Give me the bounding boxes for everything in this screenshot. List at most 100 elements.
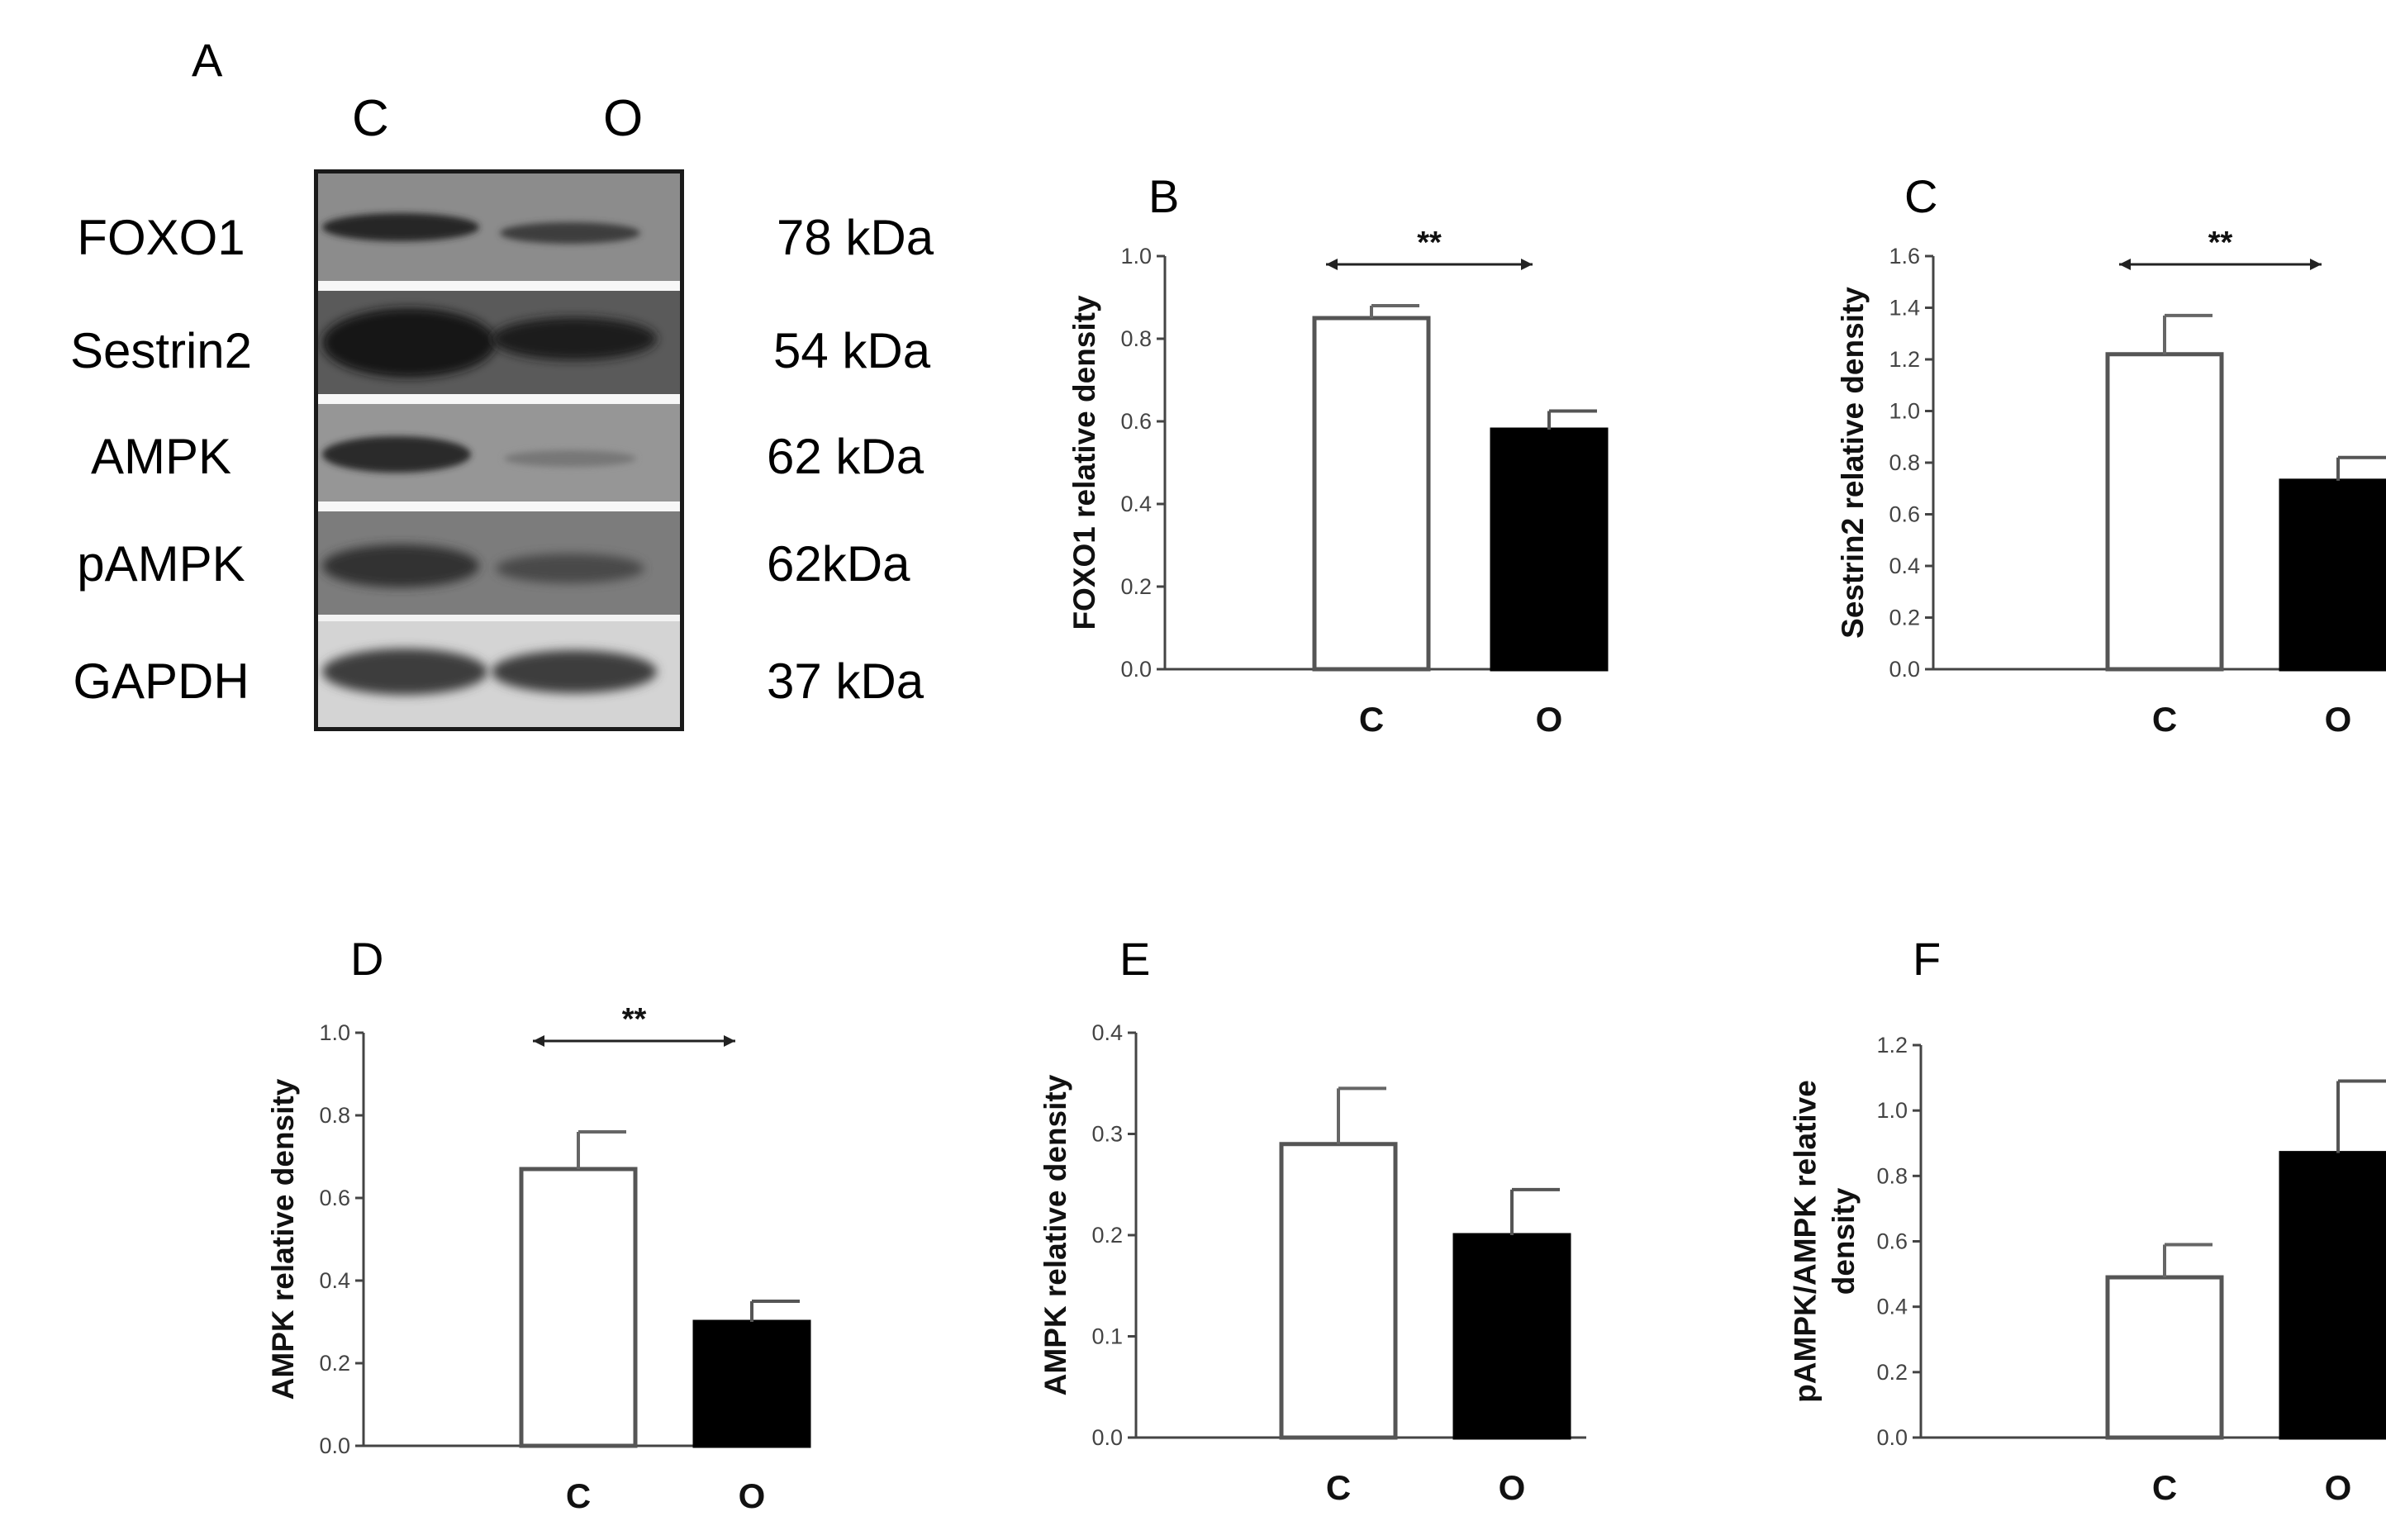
y-tick-label: 0.0 bbox=[1876, 1425, 1908, 1450]
significance-arrow-left bbox=[1326, 259, 1338, 270]
blot-label-pampk: pAMPK bbox=[77, 536, 245, 592]
y-axis-label: AMPK relative density bbox=[266, 1078, 300, 1400]
band-ampk-o bbox=[504, 450, 636, 467]
western-blot-image bbox=[314, 169, 684, 731]
significance-marker: ** bbox=[1417, 226, 1442, 260]
bar-c bbox=[1279, 1142, 1398, 1440]
x-category-label: C bbox=[2152, 1468, 2177, 1507]
x-category-label: C bbox=[1359, 700, 1384, 739]
y-tick-label: 1.0 bbox=[319, 1020, 350, 1045]
blot-mw-gapdh: 37 kDa bbox=[767, 654, 924, 709]
bar-o bbox=[2279, 478, 2386, 672]
significance-arrow-right bbox=[1521, 259, 1533, 270]
band-foxo1-c bbox=[322, 213, 479, 241]
y-tick-label: 1.6 bbox=[1889, 244, 1920, 269]
band-sestrin2-c bbox=[322, 308, 496, 378]
y-tick-label: 1.0 bbox=[1876, 1098, 1908, 1123]
chart-body: 0.0 0.2 0.4 0.6 0.8 1.0 C O ** FOXO1 relative den… bbox=[1067, 226, 1609, 739]
x-category-label: C bbox=[2152, 700, 2177, 739]
y-tick-label: 1.0 bbox=[1889, 399, 1920, 424]
y-axis-label: Sestrin2 relative density bbox=[1836, 287, 1870, 639]
y-tick-label: 0.6 bbox=[1889, 502, 1920, 527]
x-category-label: O bbox=[1499, 1468, 1526, 1507]
band-pampk-c bbox=[322, 544, 479, 587]
significance-marker: ** bbox=[2208, 226, 2233, 260]
x-category-label: O bbox=[1536, 700, 1563, 739]
blot-mw-pampk: 62kDa bbox=[767, 536, 910, 592]
y-tick-label: 0.4 bbox=[1091, 1020, 1123, 1045]
chart-e-ampk: 0.0 0.1 0.2 0.3 0.4 C O AMPK relative density bbox=[1039, 1020, 1586, 1507]
y-tick-label: 0.2 bbox=[319, 1351, 350, 1376]
x-category-label: C bbox=[566, 1476, 591, 1515]
y-tick-label: 1.2 bbox=[1889, 347, 1920, 372]
x-category-label: O bbox=[739, 1476, 766, 1515]
panel-c-letter: C bbox=[1904, 170, 1938, 222]
y-tick-label: 0.2 bbox=[1091, 1223, 1123, 1248]
blot-label-ampk: AMPK bbox=[90, 429, 232, 484]
y-tick-label: 0.0 bbox=[1889, 657, 1920, 682]
y-tick-label: 0.4 bbox=[319, 1268, 350, 1293]
y-tick-label: 1.2 bbox=[1876, 1033, 1908, 1058]
panel-e-letter: E bbox=[1119, 933, 1151, 985]
y-tick-label: 0.6 bbox=[1876, 1229, 1908, 1254]
chart-body: 0.0 0.2 0.4 0.6 0.8 1.0 1.2 1.4 1.6 C O ** Sestrin2 … bbox=[1836, 226, 2386, 739]
blot-column-c: C bbox=[352, 90, 389, 147]
y-tick-label: 0.6 bbox=[319, 1186, 350, 1210]
y-axis-label: pAMPK/AMPK relative density bbox=[1789, 1080, 1861, 1403]
blot-label-gapdh: GAPDH bbox=[73, 654, 250, 709]
chart-body: 0.0 0.2 0.4 0.6 0.8 1.0 C O ** AMPK relative dens… bbox=[266, 1002, 811, 1515]
y-axis-label: FOXO1 relative density bbox=[1067, 295, 1101, 630]
y-tick-label: 0.4 bbox=[1876, 1295, 1908, 1319]
y-tick-label: 0.8 bbox=[1876, 1163, 1908, 1188]
chart-c-sestrin2: 0.0 0.2 0.4 0.6 0.8 1.0 1.2 1.4 1.6 C O ** Sestrin2 … bbox=[1836, 226, 2386, 739]
bar-c bbox=[2105, 352, 2224, 672]
y-tick-label: 1.4 bbox=[1889, 296, 1920, 321]
significance-arrow-right bbox=[2310, 259, 2322, 270]
blot-column-o: O bbox=[603, 90, 644, 147]
x-category-label: O bbox=[2325, 700, 2352, 739]
bar-o bbox=[2279, 1151, 2386, 1440]
western-blot-svg bbox=[318, 173, 680, 727]
band-ampk-c bbox=[322, 436, 471, 473]
significance-arrow-right bbox=[724, 1035, 735, 1047]
blot-mw-ampk: 62 kDa bbox=[767, 429, 924, 484]
y-tick-label: 0.4 bbox=[1120, 492, 1152, 516]
y-tick-label: 0.6 bbox=[1120, 409, 1152, 434]
chart-b-foxo1: 0.0 0.2 0.4 0.6 0.8 1.0 C O ** FOXO1 relative den… bbox=[1067, 226, 1609, 739]
blot-label-foxo1: FOXO1 bbox=[77, 210, 245, 265]
blot-label-sestrin2: Sestrin2 bbox=[69, 323, 253, 378]
significance-marker: ** bbox=[622, 1002, 647, 1037]
panel-b-letter: B bbox=[1148, 170, 1180, 222]
band-foxo1-o bbox=[500, 222, 640, 244]
panel-f-letter: F bbox=[1913, 933, 1942, 985]
y-tick-label: 0.8 bbox=[1120, 326, 1152, 351]
y-axis-label: AMPK relative density bbox=[1039, 1074, 1072, 1395]
y-tick-label: 0.2 bbox=[1876, 1360, 1908, 1385]
y-tick-label: 0.0 bbox=[319, 1433, 350, 1458]
band-sestrin2-o bbox=[492, 317, 657, 360]
y-tick-label: 0.3 bbox=[1091, 1122, 1123, 1147]
y-tick-label: 0.0 bbox=[1091, 1425, 1123, 1450]
blot-mw-foxo1: 78 kDa bbox=[777, 210, 934, 265]
significance-arrow-left bbox=[533, 1035, 544, 1047]
y-tick-label: 0.2 bbox=[1120, 574, 1152, 599]
y-tick-label: 1.0 bbox=[1120, 244, 1152, 269]
band-gapdh-c bbox=[322, 649, 487, 695]
y-tick-label: 0.8 bbox=[1889, 450, 1920, 475]
y-tick-label: 0.8 bbox=[319, 1103, 350, 1128]
bar-c bbox=[519, 1167, 638, 1448]
band-gapdh-o bbox=[492, 650, 657, 693]
x-category-label: C bbox=[1326, 1468, 1351, 1507]
bar-o bbox=[1452, 1233, 1571, 1440]
bar-c bbox=[1312, 316, 1431, 672]
y-tick-label: 0.2 bbox=[1889, 606, 1920, 630]
chart-d-ampk: 0.0 0.2 0.4 0.6 0.8 1.0 C O ** AMPK relative dens… bbox=[266, 1002, 811, 1515]
band-pampk-o bbox=[496, 554, 644, 583]
panel-d-letter: D bbox=[350, 933, 384, 985]
bar-o bbox=[1490, 427, 1609, 672]
bar-c bbox=[2105, 1275, 2224, 1440]
significance-arrow-left bbox=[2119, 259, 2131, 270]
bar-o bbox=[692, 1319, 811, 1448]
